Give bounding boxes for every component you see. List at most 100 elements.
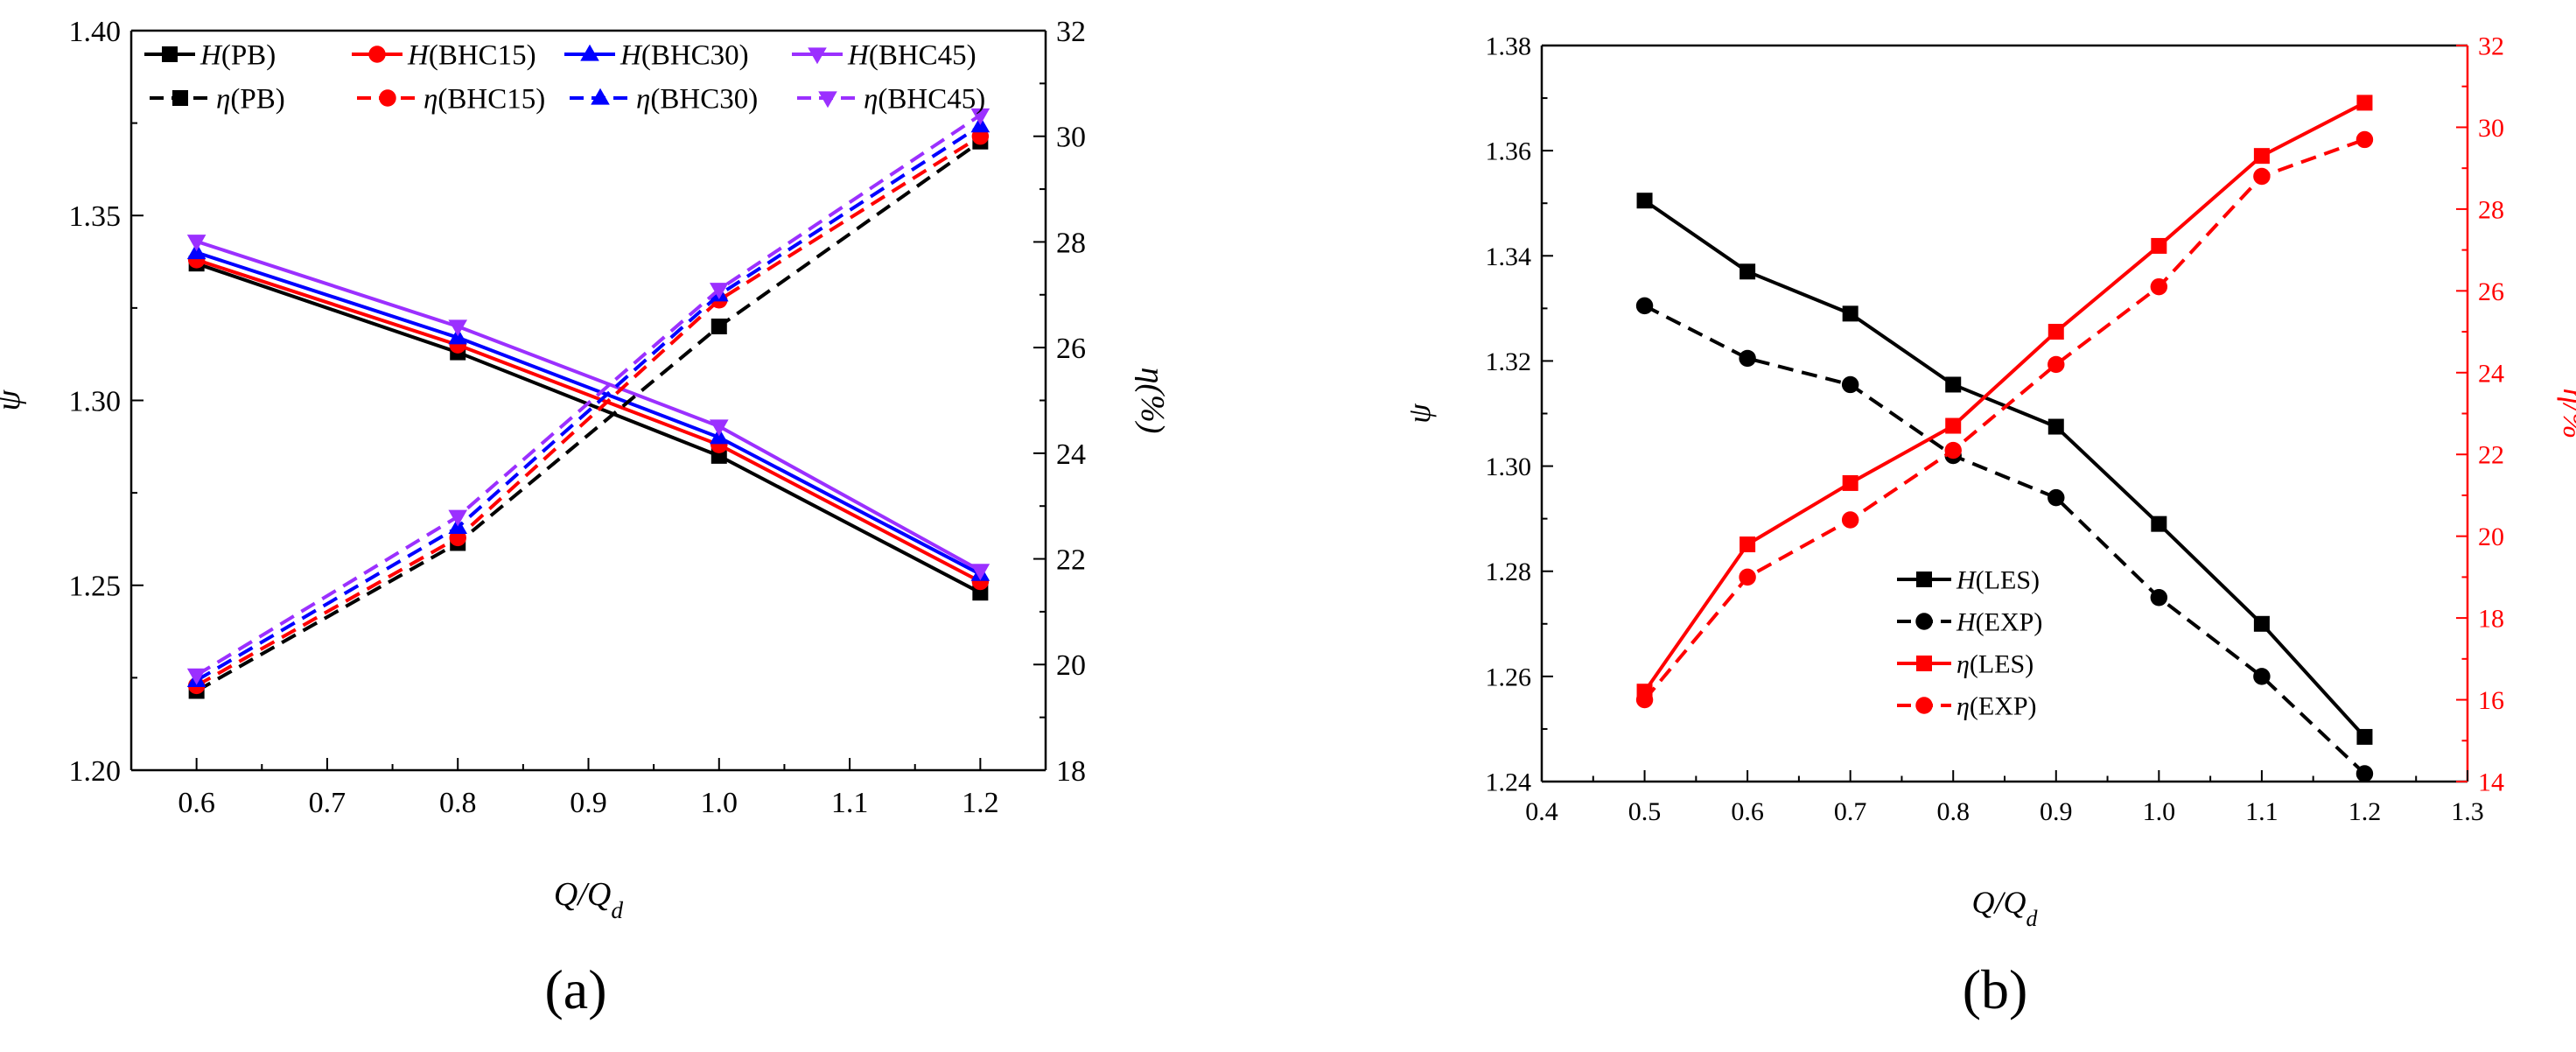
legend-item-label: H(EXP) [1956,608,2042,637]
data-point-a-4 [710,319,727,334]
y-axis-left-title: ψ [0,389,27,410]
y-right-tick-label: 20 [2478,522,2504,551]
y-left-tick-label: 1.30 [1486,452,1532,481]
legend-item-case: (LES) [1976,566,2040,595]
y-right-tick-label: 18 [1056,755,1086,788]
legend-swatch-marker [1916,656,1932,671]
legend-item-label: H(BHC30) [620,40,749,72]
data-point-b-3 [2150,277,2168,296]
legend-swatch-marker [580,44,599,61]
legend-swatch-marker [591,88,610,105]
y-left-tick-label: 1.32 [1486,347,1532,376]
data-point-a-7 [709,283,729,299]
data-point-b-1 [2150,589,2168,607]
data-point-b-0 [1842,305,1858,322]
data-point-b-3 [2356,130,2374,149]
data-point-b-0 [1636,193,1653,209]
series-line-a-1 [196,258,982,584]
series-line-b-2 [1642,101,2366,693]
y-right-tick-label: 20 [1056,649,1086,682]
data-point-b-1 [1739,349,1756,368]
legend-item-case: (EXP) [1970,692,2037,721]
data-point-b-2 [1842,474,1858,491]
legend-item-label: η(BHC15) [424,84,545,116]
legend-swatch-marker [368,46,386,63]
legend-swatch-marker [162,46,178,62]
series-line-b-3 [1643,137,2366,701]
legend-item-symbol: η [1956,692,1970,721]
legend-item-case: (LES) [1970,650,2034,679]
data-point-a-7 [448,509,468,527]
x-axis-title: Q/Qd [554,876,623,923]
y-left-tick-label: 1.40 [69,16,122,48]
legend-swatch-marker [818,91,837,109]
x-tick-label: 0.7 [309,787,346,819]
data-point-a-7 [186,668,206,685]
legend-item-case: (PB) [230,84,284,116]
data-point-b-1 [1635,297,1654,315]
series-line-a-3 [196,239,982,572]
data-point-b-3 [2253,167,2271,186]
legend-swatch-marker [379,89,396,107]
data-point-b-2 [2048,324,2064,340]
chart-b: 0.4 0.5 0.6 0.7 0.8 0.9 1.0 1.1 1.2 1.3 1.24 1.26 1.… [1402,32,2576,931]
data-point-b-3 [1944,441,1962,459]
legend-item-symbol: H [1956,566,1978,595]
y-right-tick-label: 26 [2478,277,2504,306]
legend-item-symbol: η [216,84,230,116]
y-right-tick-label: 18 [2478,605,2504,634]
x-tick-label: 0.7 [1834,797,1867,826]
data-point-b-3 [1841,511,1859,529]
x-axis-title-subscript: d [2026,906,2039,931]
y-left-tick-label: 1.38 [1486,32,1532,61]
data-point-b-1 [1841,375,1859,394]
series-line-a-0 [195,262,982,594]
data-point-a-3 [186,235,206,252]
legend-item-case: (BHC45) [878,84,985,116]
legend-item-case: (EXP) [1976,608,2043,637]
series-line-a-7 [195,113,982,677]
data-point-b-1 [2253,668,2271,685]
legend-swatch-marker [1915,613,1933,630]
x-tick-label: 1.0 [701,787,738,819]
y-right-tick-label: 16 [2478,686,2504,715]
y-left-tick-label: 1.28 [1486,558,1532,586]
legend-item-case: (BHC15) [429,40,536,72]
legend-item-symbol: η [636,84,650,116]
chart-a: 0.6 0.7 0.8 0.9 1.0 1.1 1.2 1.20 1.25 1.30 1.35 1.4… [0,16,1171,923]
data-point-b-3 [1635,691,1654,709]
legend-item-symbol: η [864,84,878,116]
y-right-tick-label: 24 [1056,438,1086,471]
legend-swatch-marker [1915,697,1933,714]
y-right-tick-label: 22 [1056,544,1086,576]
data-point-a-3 [448,319,468,337]
legend-item-label: η(BHC45) [864,84,985,116]
y-left-tick-label: 1.30 [69,385,122,417]
x-tick-label: 0.9 [2040,797,2073,826]
legend-item-symbol: H [620,40,643,72]
y-right-tick-label: 30 [2478,114,2504,143]
legend-item-case: (PB) [221,40,276,72]
data-point-b-2 [1945,417,1962,434]
data-point-b-0 [1740,263,1756,280]
y-right-tick-label: 30 [1056,122,1086,154]
x-tick-label: 1.2 [2348,797,2382,826]
legend-item-symbol: H [200,40,223,72]
y-right-tick-label: 14 [2478,768,2504,797]
data-point-b-0 [2048,418,2064,435]
series-line-b-1 [1643,304,2366,775]
legend-item-label: η(BHC30) [636,84,758,116]
legend-swatch-marker [172,90,188,106]
data-point-b-3 [1739,568,1756,586]
data-point-b-3 [2048,355,2065,374]
series-line-a-2 [196,250,982,576]
x-axis-title: Q/Qd [1972,885,2039,931]
x-tick-label: 0.6 [178,787,215,819]
data-point-b-2 [2151,237,2167,254]
y-axis-left-title: ψ [1402,403,1437,424]
x-tick-label: 1.1 [831,787,869,819]
panel-label-a: (a) [544,958,606,1020]
data-point-b-0 [2151,515,2167,532]
y-right-tick-label: 28 [1056,227,1086,259]
